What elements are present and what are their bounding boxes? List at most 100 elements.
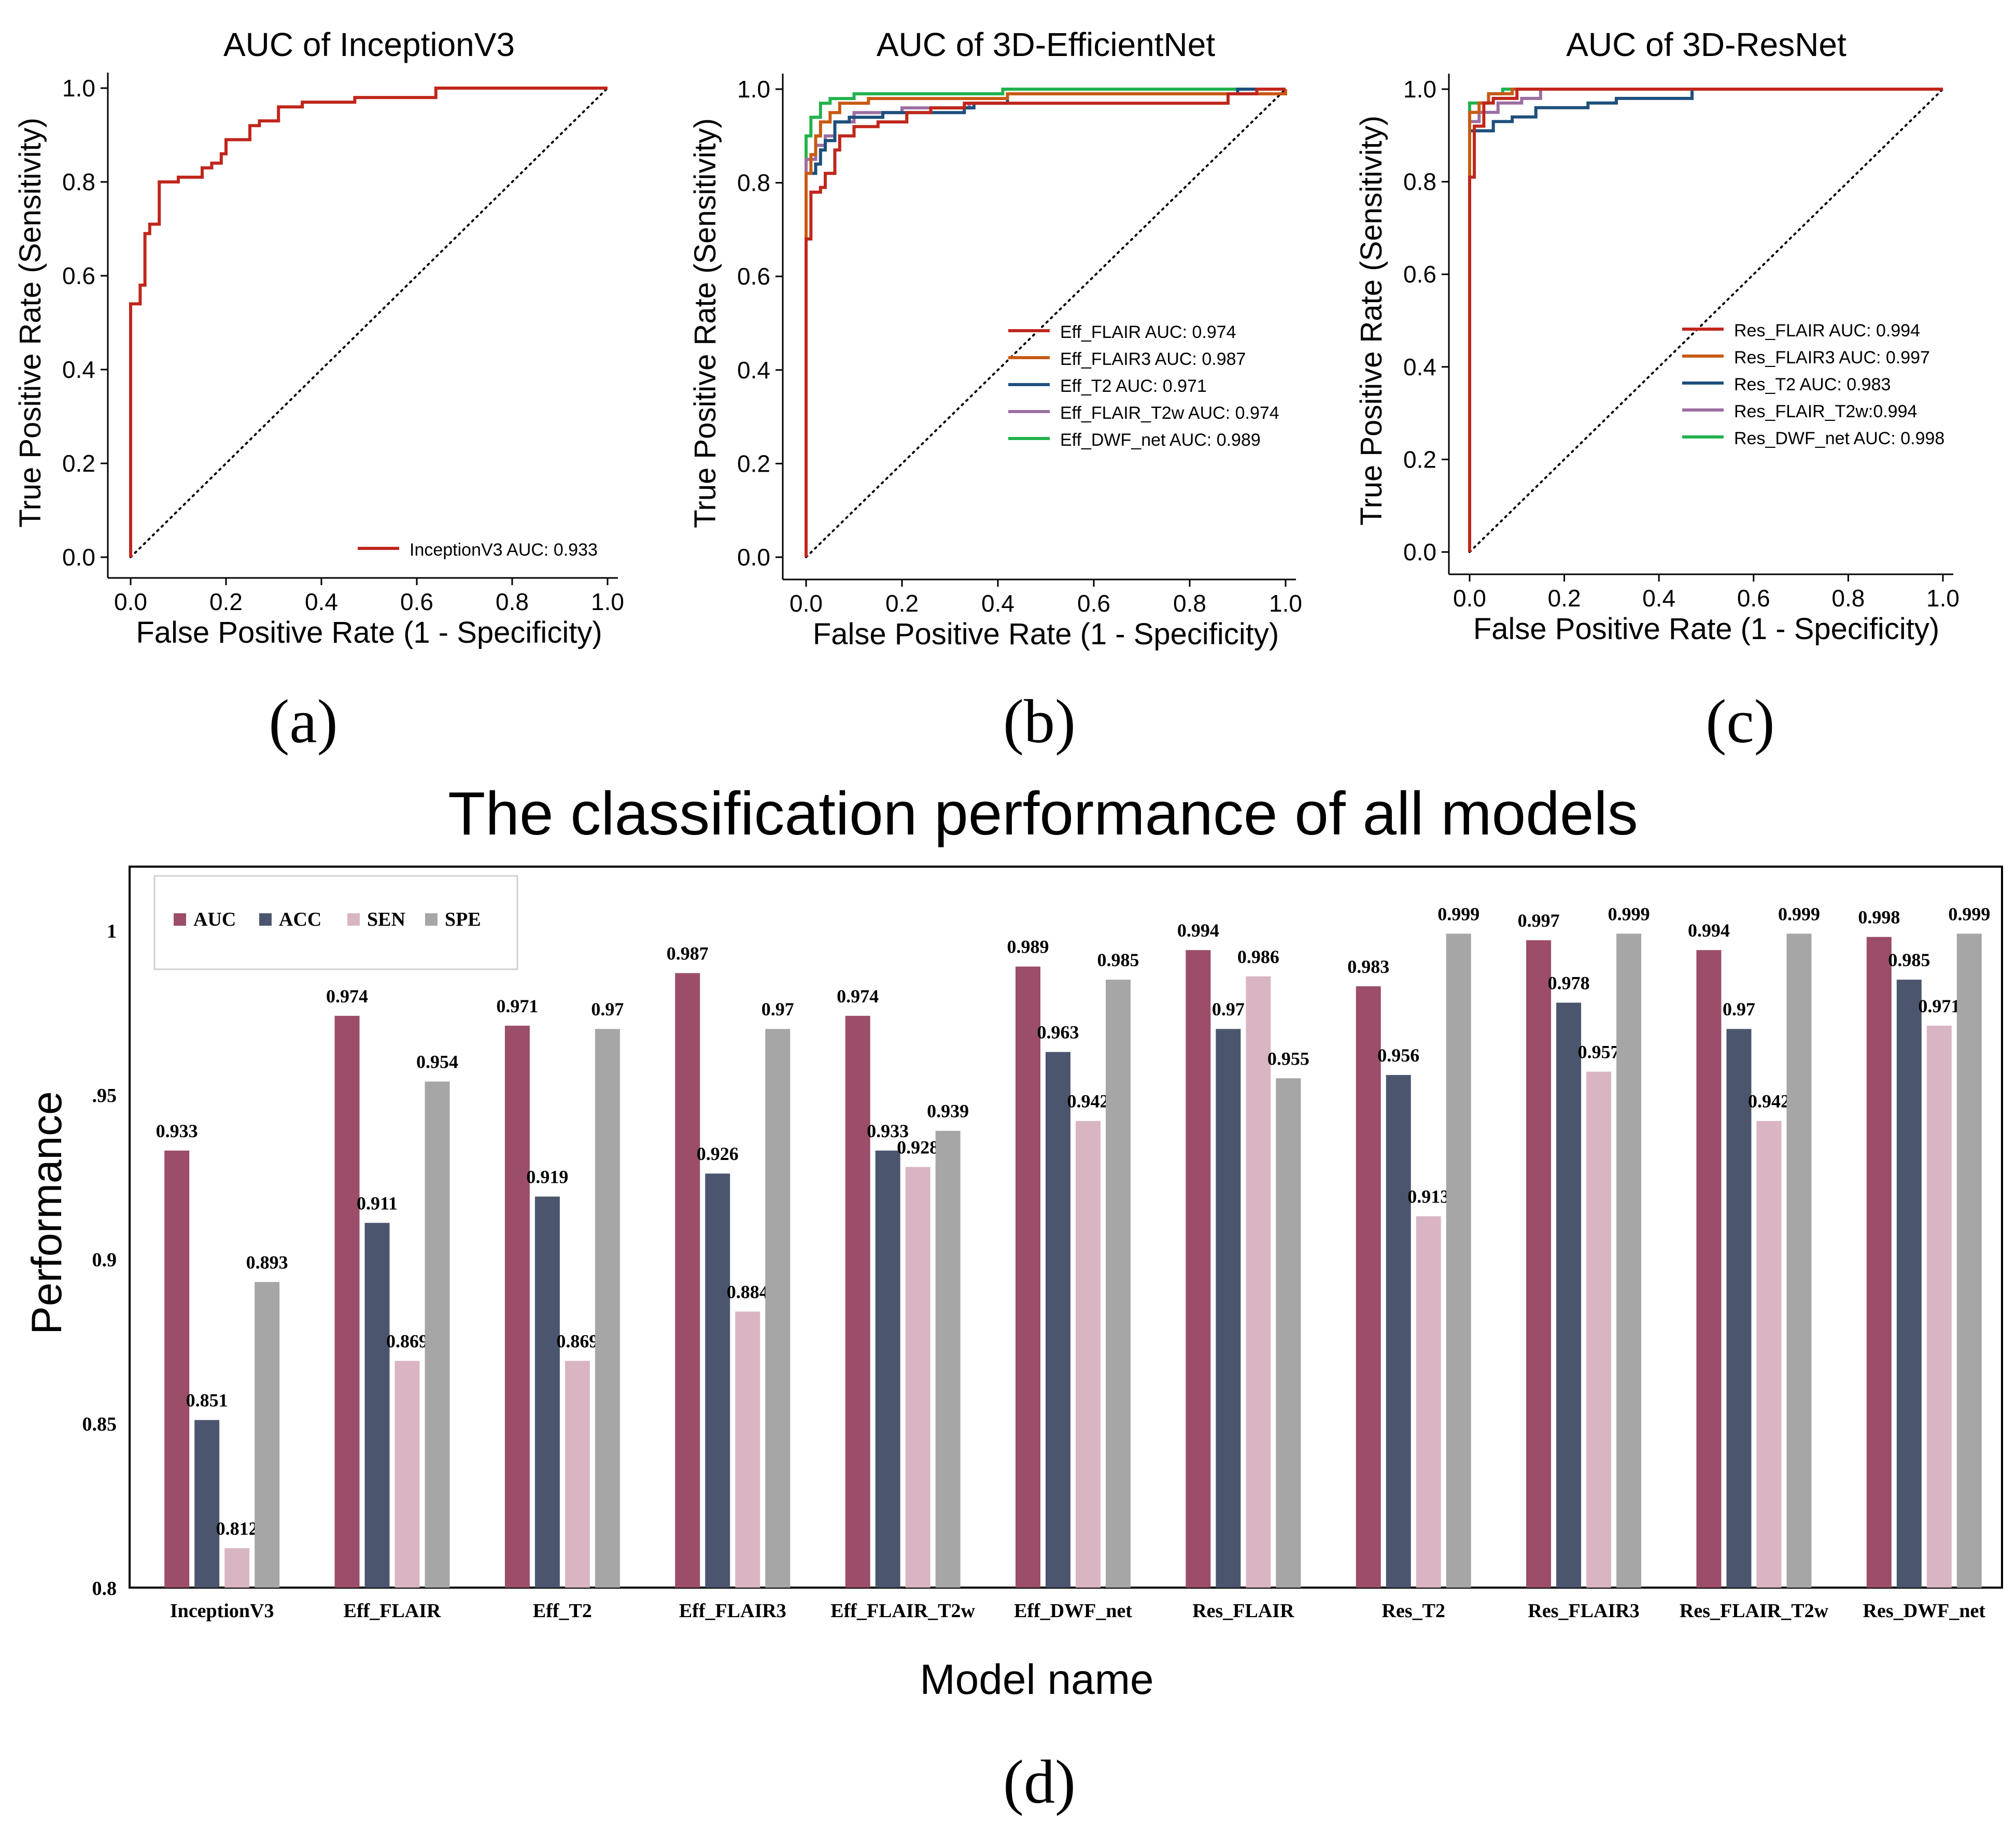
bar-auc	[504, 1025, 530, 1588]
bar-sen	[1416, 1216, 1441, 1588]
bar-value-label: 0.933	[156, 1121, 198, 1141]
x-tick-label-c: 1.0	[1926, 585, 1959, 612]
y-tick-label-b: 0.0	[737, 544, 770, 571]
bar-spe	[425, 1081, 450, 1588]
bar-value-label: 0.911	[357, 1193, 398, 1213]
bar-value-label: 0.884	[727, 1281, 769, 1302]
y-tick-label-a: 0.2	[62, 450, 95, 477]
x-tick-label-c: 0.0	[1453, 585, 1486, 612]
bar-value-label: 0.97	[1212, 999, 1245, 1020]
bar-acc	[1386, 1074, 1411, 1588]
roc-curve-b-2	[805, 89, 1287, 557]
roc-panel-3d-efficientnet: 0.0 0.2 0.4 0.6 0.8 1.0 0.0 0.2 0.4 0.6 0.8 1.0 AUC …	[688, 26, 1302, 651]
legend-label-b-2: Eff_FLAIR3 AUC: 0.987	[1060, 349, 1246, 369]
y-tick-label-a: 1.0	[62, 75, 95, 102]
bar-spe	[1956, 933, 1982, 1588]
x-tick-label-c: 0.8	[1831, 585, 1865, 612]
bar-value-label: 0.869	[556, 1331, 598, 1352]
bar-acc	[1216, 1029, 1241, 1588]
bar-acc	[875, 1150, 900, 1588]
bar-value-label: 0.919	[526, 1167, 568, 1187]
bar-value-label: 0.997	[1518, 910, 1560, 931]
chart-title-b: AUC of 3D-EfficientNet	[877, 26, 1216, 63]
chance-diagonal-c	[1469, 88, 1944, 553]
y-tick-label-c: 0.8	[1403, 168, 1436, 195]
bar-auc	[1866, 937, 1892, 1588]
x-tick-label-b: 0.8	[1173, 590, 1206, 617]
bar-legend-label-acc: ACC	[279, 909, 321, 930]
bar-value-label: 0.983	[1347, 956, 1389, 977]
bar-auc	[1186, 950, 1211, 1588]
bar-y-tick-label: 0.8	[92, 1578, 117, 1600]
y-axis-label-b: True Positive Rate (Sensitivity)	[688, 118, 722, 528]
bar-x-axis-label: Model name	[920, 1656, 1153, 1703]
x-tick-label-a: 0.2	[209, 588, 243, 615]
y-tick-label-c: 1.0	[1403, 76, 1436, 103]
bar-acc	[364, 1223, 390, 1588]
bar-y-axis-label: Performance	[23, 1091, 71, 1334]
bar-sen	[905, 1167, 931, 1588]
y-tick-label-a: 0.6	[62, 262, 95, 289]
bar-legend-label-sen: SEN	[367, 909, 405, 930]
bar-value-label: 0.971	[1918, 996, 1960, 1016]
bar-value-label: 0.893	[246, 1252, 288, 1272]
x-tick-label-a: 1.0	[591, 588, 624, 615]
roc-curve-c-3	[1468, 88, 1943, 552]
x-axis-label-c: False Positive Rate (1 - Specificity)	[1473, 612, 1939, 646]
bar-sen	[1926, 1025, 1952, 1588]
y-tick-label-c: 0.0	[1403, 539, 1436, 565]
roc-curve-a-1	[129, 87, 608, 557]
bar-category-label: Eff_FLAIR_T2w	[830, 1600, 975, 1622]
x-axis-label-a: False Positive Rate (1 - Specificity)	[136, 616, 602, 649]
y-tick-label-c: 0.2	[1403, 446, 1436, 473]
bar-value-label: 0.957	[1578, 1042, 1620, 1063]
bar-acc	[1046, 1052, 1070, 1588]
bar-auc	[1016, 966, 1040, 1588]
bar-value-label: 0.926	[697, 1143, 739, 1164]
bar-value-label: 0.913	[1407, 1186, 1449, 1207]
bar-value-label: 0.928	[897, 1137, 939, 1157]
bar-value-label: 0.97	[1723, 999, 1755, 1020]
x-tick-label-a: 0.4	[305, 588, 338, 615]
legend-label-b-5: Eff_DWF_net AUC: 0.989	[1060, 430, 1261, 450]
panel-label-b: (b)	[1003, 687, 1076, 756]
bar-y-tick-label: 0.85	[82, 1413, 117, 1435]
bar-spe	[765, 1029, 791, 1588]
bar-value-label: 0.942	[1748, 1091, 1790, 1112]
x-tick-label-b: 0.4	[981, 590, 1014, 617]
bar-value-label: 0.978	[1548, 972, 1590, 993]
legend-label-c-5: Res_DWF_net AUC: 0.998	[1734, 429, 1944, 448]
bar-acc	[194, 1420, 220, 1588]
bar-acc	[534, 1196, 560, 1588]
y-tick-label-c: 0.6	[1403, 261, 1436, 288]
bar-acc	[705, 1173, 730, 1588]
bar-spe	[935, 1130, 961, 1588]
bar-value-label: 0.999	[1437, 903, 1479, 924]
bar-value-label: 0.97	[762, 999, 794, 1020]
bar-value-label: 0.999	[1778, 903, 1820, 924]
x-tick-label-b: 0.2	[885, 590, 919, 617]
bar-spe	[255, 1282, 280, 1588]
bar-y-tick-label: 1	[107, 921, 117, 942]
bar-category-label: Res_FLAIR_T2w	[1680, 1600, 1829, 1622]
bar-auc	[1356, 986, 1381, 1588]
y-axis-label-a: True Positive Rate (Sensitivity)	[13, 118, 47, 528]
bar-sen	[565, 1361, 590, 1588]
x-tick-label-b: 1.0	[1269, 590, 1302, 617]
roc-curve-c-1	[1468, 88, 1943, 552]
bar-auc	[164, 1150, 190, 1588]
bar-value-label: 0.939	[927, 1101, 969, 1122]
bar-sen	[735, 1311, 760, 1588]
bar-acc	[1556, 1002, 1582, 1588]
legend-label-c-1: Res_FLAIR AUC: 0.994	[1734, 321, 1920, 341]
bar-value-label: 0.933	[867, 1121, 909, 1141]
roc-curve-c-4	[1468, 88, 1943, 552]
bar-sen	[394, 1361, 420, 1588]
bar-category-label: InceptionV3	[170, 1600, 274, 1622]
panel-label-a: (a)	[269, 687, 337, 756]
bar-category-label: Res_T2	[1382, 1600, 1445, 1622]
bar-sen	[1076, 1121, 1101, 1588]
bar-value-label: 0.985	[1097, 950, 1139, 970]
x-tick-label-a: 0.6	[400, 588, 433, 615]
